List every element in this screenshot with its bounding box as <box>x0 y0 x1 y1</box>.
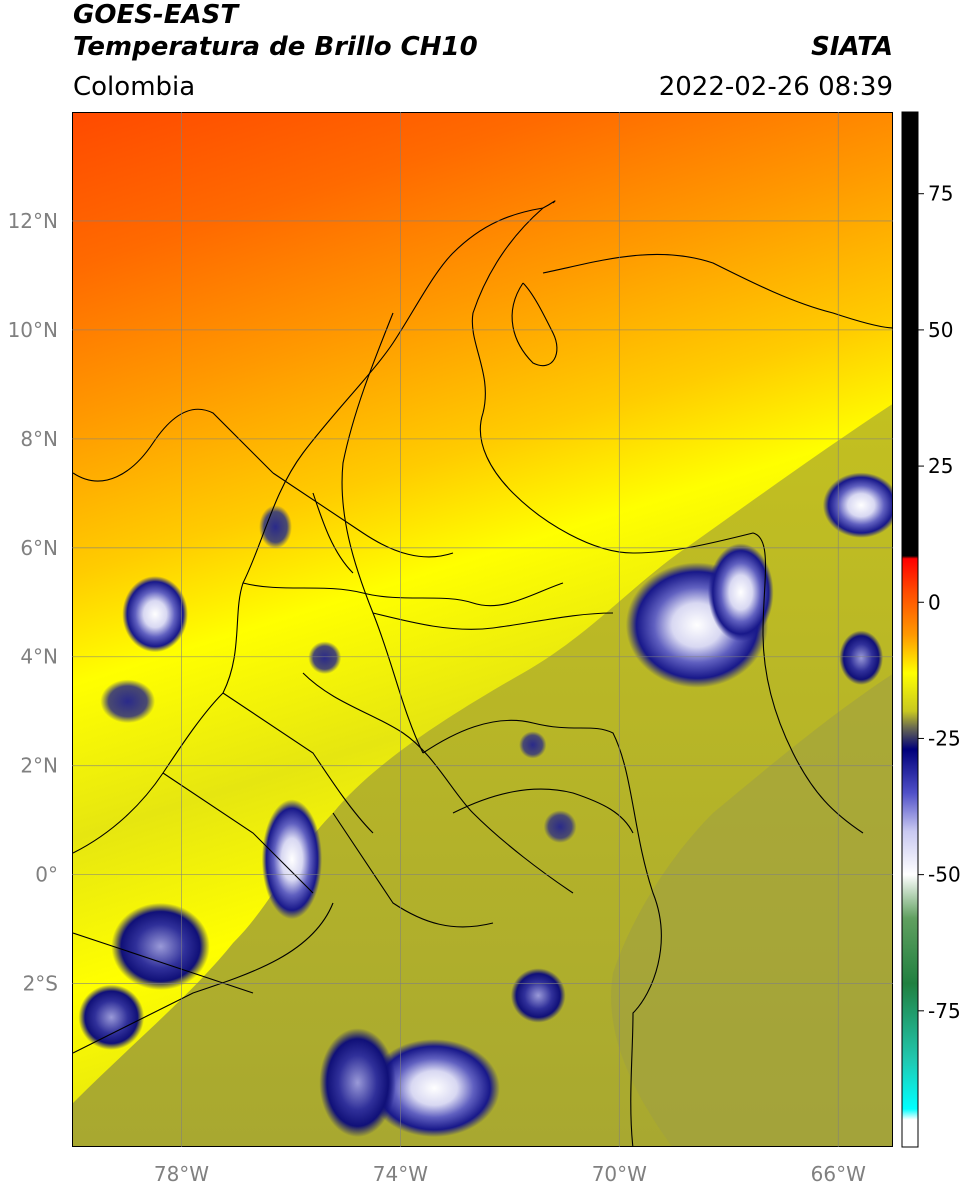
longitude-labels: 78°W 74°W 70°W 66°W <box>154 1162 866 1186</box>
cloud-cluster-light <box>259 505 292 549</box>
cloud-cluster-light <box>100 679 156 724</box>
cloud-cluster-light <box>543 810 577 843</box>
latitude-label: 4°N <box>20 645 58 669</box>
colorbar-tick-label: 50 <box>928 318 953 342</box>
longitude-label: 74°W <box>373 1162 428 1186</box>
colorbar-tick-label: -75 <box>928 999 961 1023</box>
cloud-cluster-deep <box>707 543 774 642</box>
latitude-label: 8°N <box>20 427 58 451</box>
colorbar-tick-label: 0 <box>928 590 941 614</box>
longitude-label: 66°W <box>811 1162 866 1186</box>
cloud-cluster-light <box>308 641 342 675</box>
colorbar-tick-label: 75 <box>928 182 953 206</box>
longitude-label: 78°W <box>154 1162 209 1186</box>
cloud-cluster-deep <box>368 1039 500 1138</box>
colorbar-ticks: 75 50 25 0 -25 -50 -75 <box>918 182 961 1023</box>
region-label: Colombia <box>73 72 196 102</box>
title-product: Temperatura de Brillo CH10 <box>73 32 478 62</box>
latitude-label: 2°S <box>23 972 58 996</box>
colorbar <box>901 111 919 1148</box>
cloud-cluster-deep <box>261 799 323 920</box>
latitude-label: 10°N <box>8 318 58 342</box>
colorbar-tick-label: -50 <box>928 863 961 887</box>
colorbar-tick-label: 25 <box>928 454 953 478</box>
cloud-cluster-deep <box>122 576 188 653</box>
cloud-layer <box>78 472 892 1138</box>
cloud-cluster-moderate <box>111 902 210 991</box>
border-lines <box>73 200 892 1146</box>
map-panel[interactable] <box>72 112 893 1147</box>
latitude-labels: 12°N 10°N 8°N 6°N 4°N 2°N 0° 2°S <box>8 209 58 996</box>
cloud-cluster-moderate <box>510 968 566 1023</box>
latitude-label: 0° <box>35 863 58 887</box>
latitude-label: 6°N <box>20 536 58 560</box>
latitude-label: 2°N <box>20 754 58 778</box>
cloud-cluster-moderate <box>78 984 145 1050</box>
source-label: SIATA <box>811 32 893 62</box>
colorbar-tick-label: -25 <box>928 726 961 750</box>
longitude-label: 70°W <box>592 1162 647 1186</box>
timestamp-label: 2022-02-26 08:39 <box>658 72 893 102</box>
title-satellite: GOES-EAST <box>73 0 239 30</box>
cloud-cluster-moderate <box>839 630 884 685</box>
brightness-temperature-map[interactable] <box>73 113 893 1147</box>
cloud-cluster-moderate <box>319 1028 396 1138</box>
gray-olive-zone <box>611 674 892 1146</box>
latitude-label: 12°N <box>8 209 58 233</box>
cloud-cluster-light <box>519 731 547 759</box>
cloud-cluster-deep <box>822 472 892 538</box>
